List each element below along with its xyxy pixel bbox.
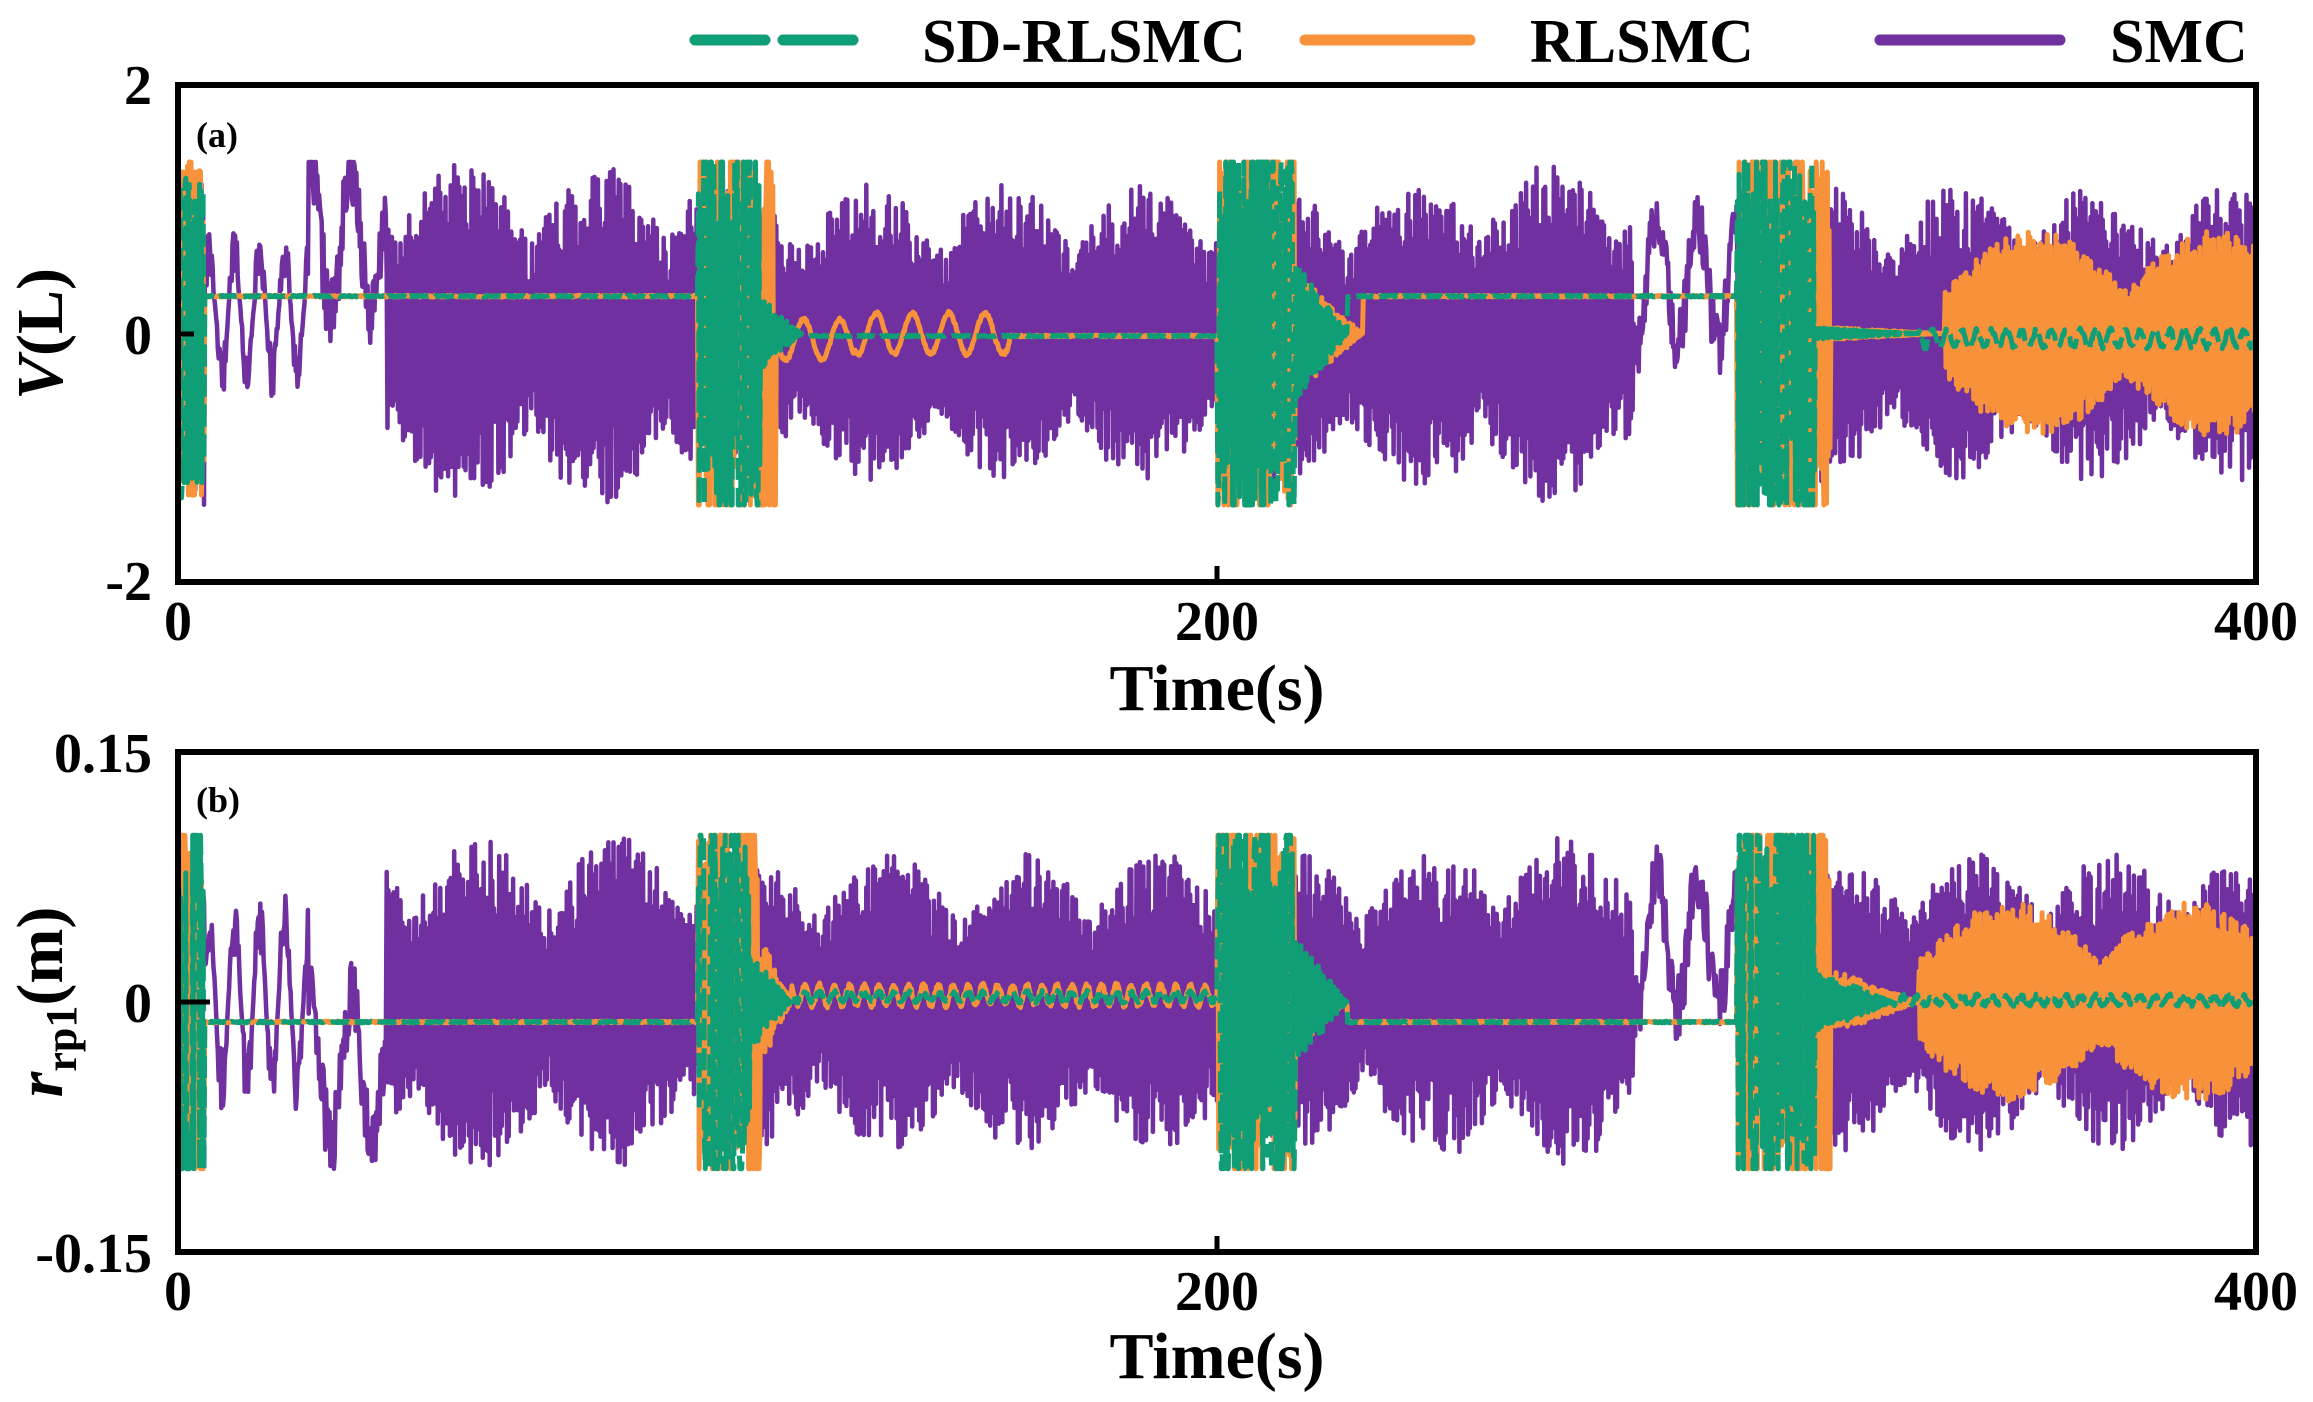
plot-area-a xyxy=(175,159,2259,508)
panel-label-a: (a) xyxy=(196,115,238,155)
y-axis-symbol-a: V xyxy=(4,351,77,400)
y-axis-title-b: rrp1(m) xyxy=(4,907,86,1098)
y-tick-label-b-bottom: -0.15 xyxy=(35,1223,152,1285)
x-tick-label-b-0: 0 xyxy=(164,1261,192,1323)
x-axis-title-a: Time(s) xyxy=(1109,652,1324,725)
y-tick-label-b-top: 0.15 xyxy=(54,723,152,785)
y-axis-unit-a: (L) xyxy=(4,268,77,356)
y-axis-symbol-b: r xyxy=(4,1070,77,1097)
panel-label-b: (b) xyxy=(196,780,240,820)
x-axis-title-b: Time(s) xyxy=(1109,1320,1324,1393)
plot-area-b xyxy=(175,832,2259,1172)
legend-label-sd-rlsmc: SD-RLSMC xyxy=(922,8,1246,76)
y-tick-label-a-bottom: -2 xyxy=(105,551,152,613)
y-axis-unit-b: (m) xyxy=(4,907,77,1006)
y-tick-label-b-mid: 0 xyxy=(124,973,152,1035)
series-line-sd-rlsmc-a xyxy=(175,159,2258,508)
y-tick-label-a-top: 2 xyxy=(124,55,152,117)
y-tick-label-a-mid: 0 xyxy=(124,305,152,367)
x-tick-label-a-200: 200 xyxy=(1175,591,1259,653)
legend-label-rlsmc: RLSMC xyxy=(1530,8,1754,76)
y-axis-title-a: V(L) xyxy=(4,268,77,400)
chart-panel-a: (a) 2 0 -2 0 200 400 Time(s) V(L) xyxy=(4,55,2298,725)
x-tick-label-a-400: 400 xyxy=(2214,591,2298,653)
y-axis-subscript-b: rp1 xyxy=(37,1006,86,1072)
legend: SD-RLSMC RLSMC SMC xyxy=(689,8,2248,76)
legend-label-smc: SMC xyxy=(2110,8,2248,76)
x-tick-label-a-0: 0 xyxy=(164,591,192,653)
x-tick-label-b-200: 200 xyxy=(1175,1261,1259,1323)
chart-panel-b: (b) 0.15 0 -0.15 0 200 400 Time(s) rrp1(… xyxy=(4,723,2298,1393)
x-tick-label-b-400: 400 xyxy=(2214,1261,2298,1323)
